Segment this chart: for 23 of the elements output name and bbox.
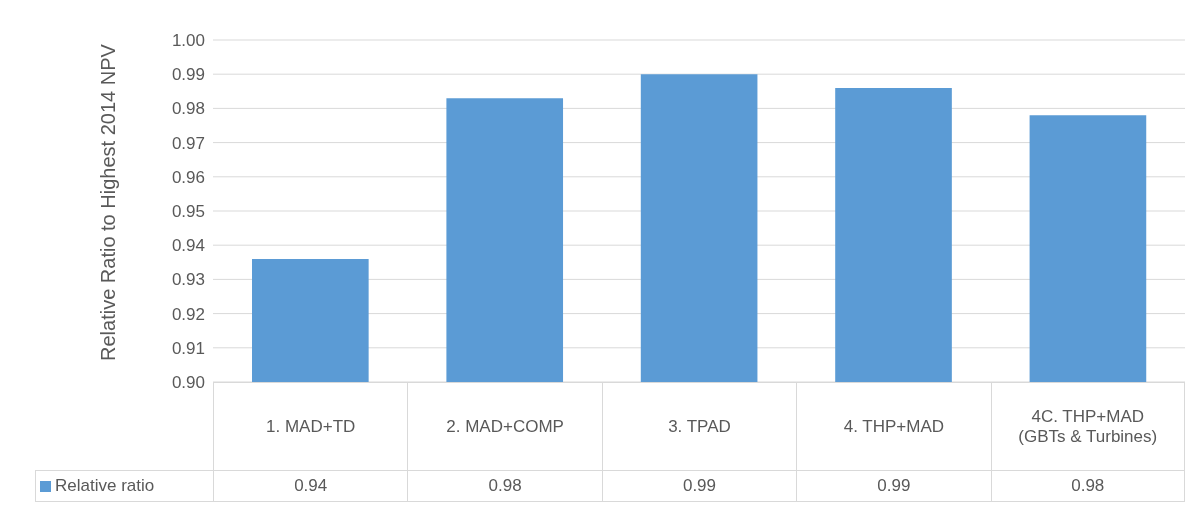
y-tick-label: 0.97 xyxy=(171,133,205,153)
y-tick-label: 0.95 xyxy=(171,202,205,222)
y-tick-label: 0.94 xyxy=(171,236,205,256)
y-tick-label: 1.00 xyxy=(171,31,205,51)
y-axis-title: Relative Ratio to Highest 2014 NPV xyxy=(97,43,120,361)
x-tick-label: 4C. THP+MAD (GBTs & Turbines) xyxy=(990,382,1185,470)
x-tick-label: 1. MAD+TD xyxy=(213,382,408,470)
y-tick-label: 0.98 xyxy=(171,99,205,119)
y-tick-label: 0.92 xyxy=(171,304,205,324)
x-tick-label: 2. MAD+COMP xyxy=(407,382,602,470)
y-tick-label: 0.96 xyxy=(171,167,205,187)
data-label: 0.99 xyxy=(796,470,991,502)
data-label: 0.94 xyxy=(213,470,408,502)
y-tick-label: 0.93 xyxy=(171,270,205,290)
x-tick-label: 4. THP+MAD xyxy=(796,382,991,470)
data-label: 0.99 xyxy=(601,470,797,502)
y-tick-label: 0.91 xyxy=(171,338,205,358)
y-tick-label: 0.90 xyxy=(171,373,205,393)
data-label: 0.98 xyxy=(407,470,602,502)
legend-label: Relative ratio xyxy=(55,476,155,496)
data-label: 0.98 xyxy=(990,470,1185,502)
x-tick-label: 3. TPAD xyxy=(601,382,797,470)
y-tick-label: 0.99 xyxy=(171,65,205,85)
